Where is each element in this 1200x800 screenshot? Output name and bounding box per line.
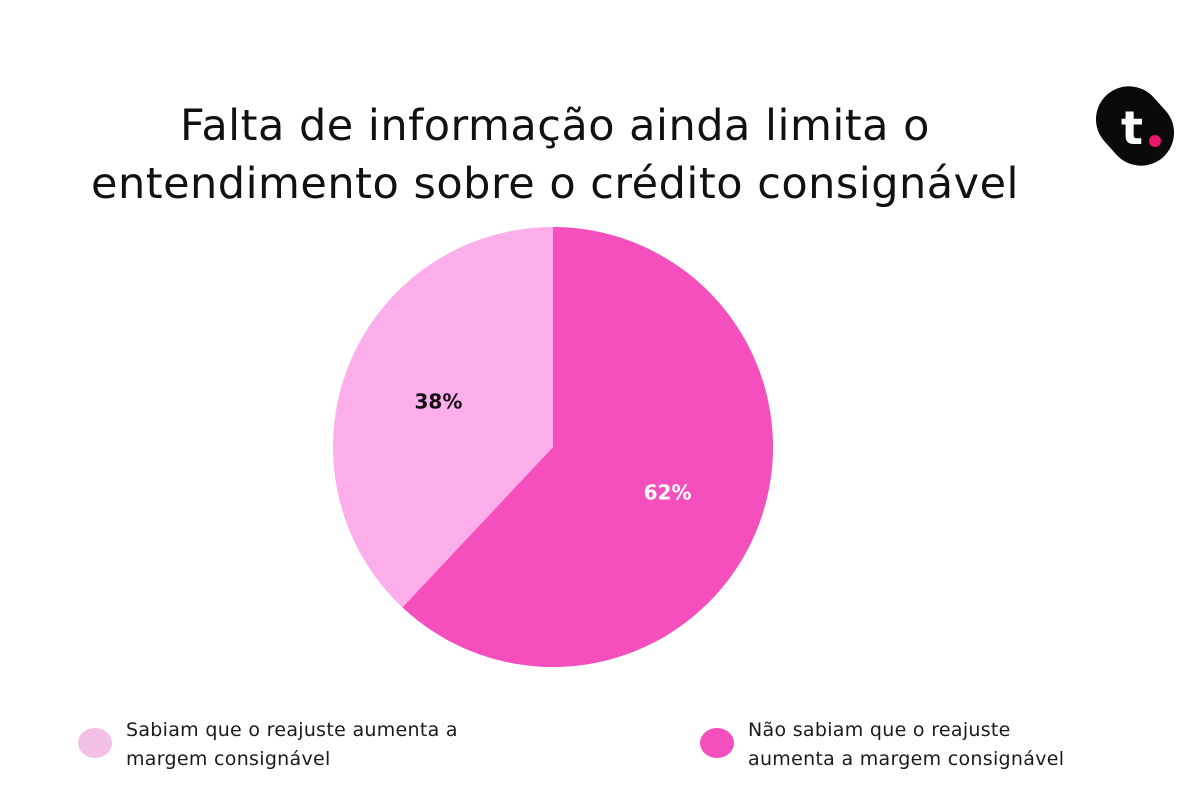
legend-swatch-sabiam — [78, 728, 112, 758]
legend-label-sabiam: Sabiam que o reajuste aumenta a margem c… — [126, 719, 458, 770]
pie-label-nao-sabiam: 62% — [644, 480, 692, 504]
pie-slice-sabiam — [333, 227, 553, 608]
legend-item-nao-sabiam: Não sabiam que o reajuste aumenta a marg… — [700, 716, 1064, 774]
brand-logo-icon: t — [1095, 86, 1175, 166]
chart-title-line-1: Falta de informação ainda limita o — [180, 100, 930, 151]
logo-letter: t — [1121, 101, 1143, 155]
chart-title: Falta de informação ainda limita o enten… — [40, 97, 1070, 213]
pie-slice-nao-sabiam — [402, 227, 773, 667]
legend-item-sabiam: Sabiam que o reajuste aumenta a margem c… — [78, 716, 458, 774]
legend-swatch-nao-sabiam — [700, 728, 734, 758]
legend-label-nao-sabiam: Não sabiam que o reajuste aumenta a marg… — [748, 719, 1065, 770]
pie-chart: 38% 62% — [333, 227, 773, 667]
logo-dot — [1149, 135, 1161, 147]
pie-label-sabiam: 38% — [415, 390, 463, 414]
chart-title-line-2: entendimento sobre o crédito consignável — [91, 158, 1019, 209]
